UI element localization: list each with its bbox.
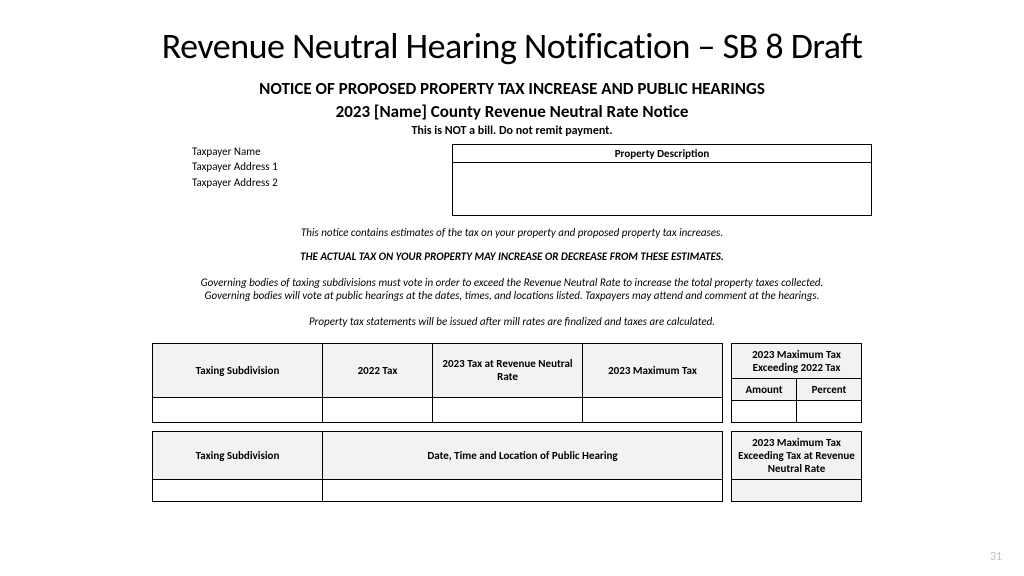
table2-left: Taxing Subdivision Date, Time and Locati… bbox=[152, 431, 723, 502]
notice-header-3: This is NOT a bill. Do not remit payment… bbox=[152, 124, 872, 138]
t1r-amount: Amount bbox=[732, 378, 797, 400]
table-cell bbox=[153, 397, 323, 422]
tables-wrap: Taxing Subdivision 2022 Tax 2023 Tax at … bbox=[152, 343, 872, 502]
info-row: Taxpayer Name Taxpayer Address 1 Taxpaye… bbox=[152, 144, 872, 216]
table2-row: Taxing Subdivision Date, Time and Locati… bbox=[152, 431, 872, 502]
t2-col-hearing: Date, Time and Location of Public Hearin… bbox=[323, 431, 723, 479]
t1r-top: 2023 Maximum Tax Exceeding 2022 Tax bbox=[732, 343, 862, 378]
table-cell bbox=[583, 397, 723, 422]
property-description-body bbox=[453, 163, 871, 215]
t1-col-2023rnr: 2023 Tax at Revenue Neutral Rate bbox=[433, 343, 583, 397]
table-cell bbox=[323, 397, 433, 422]
table1-left: Taxing Subdivision 2022 Tax 2023 Tax at … bbox=[152, 343, 723, 423]
notice-header-2: 2023 [Name] County Revenue Neutral Rate … bbox=[152, 101, 872, 122]
t1-col-2022: 2022 Tax bbox=[323, 343, 433, 397]
table1-row: Taxing Subdivision 2022 Tax 2023 Tax at … bbox=[152, 343, 872, 423]
disclaimer-2: THE ACTUAL TAX ON YOUR PROPERTY MAY INCR… bbox=[152, 250, 872, 264]
taxpayer-block: Taxpayer Name Taxpayer Address 1 Taxpaye… bbox=[152, 144, 452, 216]
t2r-header: 2023 Maximum Tax Exceeding Tax at Revenu… bbox=[732, 431, 862, 479]
table2-right: 2023 Maximum Tax Exceeding Tax at Revenu… bbox=[731, 431, 862, 502]
table-cell bbox=[433, 397, 583, 422]
table1-right: 2023 Maximum Tax Exceeding 2022 Tax Amou… bbox=[731, 343, 862, 423]
statements-note: Property tax statements will be issued a… bbox=[152, 315, 872, 329]
property-description-box: Property Description bbox=[452, 144, 872, 216]
taxpayer-name: Taxpayer Name bbox=[192, 144, 452, 159]
property-description-label: Property Description bbox=[453, 145, 871, 163]
governing-1: Governing bodies of taxing subdivisions … bbox=[152, 276, 872, 290]
table-cell bbox=[797, 400, 862, 422]
t1-col-2023max: 2023 Maximum Tax bbox=[583, 343, 723, 397]
table-cell bbox=[153, 479, 323, 501]
t1-col-subdivision: Taxing Subdivision bbox=[153, 343, 323, 397]
notice-document: NOTICE OF PROPOSED PROPERTY TAX INCREASE… bbox=[152, 78, 872, 502]
taxpayer-addr2: Taxpayer Address 2 bbox=[192, 175, 452, 190]
governing-block: Governing bodies of taxing subdivisions … bbox=[152, 276, 872, 304]
notice-header-1: NOTICE OF PROPOSED PROPERTY TAX INCREASE… bbox=[152, 78, 872, 99]
slide: Revenue Neutral Hearing Notification – S… bbox=[0, 0, 1024, 576]
table-cell bbox=[732, 400, 797, 422]
table-cell bbox=[732, 479, 862, 501]
t1r-percent: Percent bbox=[797, 378, 862, 400]
table-cell bbox=[323, 479, 723, 501]
governing-2: Governing bodies will vote at public hea… bbox=[152, 289, 872, 303]
page-number: 31 bbox=[990, 550, 1002, 564]
taxpayer-addr1: Taxpayer Address 1 bbox=[192, 159, 452, 174]
t2-col-subdivision: Taxing Subdivision bbox=[153, 431, 323, 479]
disclaimer-1: This notice contains estimates of the ta… bbox=[152, 226, 872, 240]
slide-title: Revenue Neutral Hearing Notification – S… bbox=[36, 24, 988, 68]
